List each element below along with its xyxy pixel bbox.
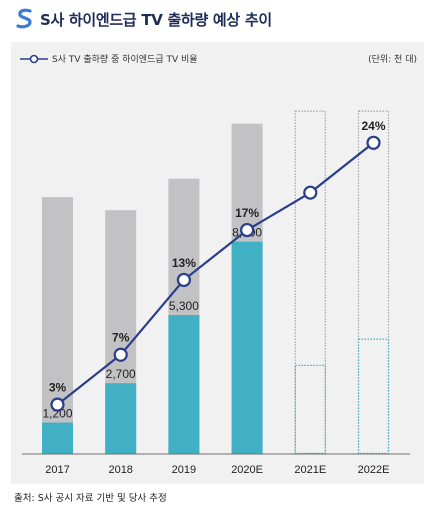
ratio-point xyxy=(113,347,128,362)
x-tick-label: 2021E xyxy=(294,464,326,476)
ratio-point xyxy=(240,222,255,238)
x-tick-label: 2020E xyxy=(231,464,263,476)
highend-value-label: 1,200 xyxy=(42,407,72,421)
highend-bar xyxy=(231,241,263,454)
total-bar-forecast xyxy=(294,110,326,455)
ratio-point xyxy=(176,272,191,288)
highend-bar xyxy=(42,422,73,454)
ratio-label: 24% xyxy=(361,119,385,133)
highend-bar xyxy=(105,383,137,454)
x-tick-label: 2022E xyxy=(358,464,390,476)
ratio-label: 7% xyxy=(112,331,130,345)
ratio-label: 3% xyxy=(49,381,67,395)
ratio-label: 13% xyxy=(172,256,196,270)
chart-title: S사 하이엔드급 TV 출하량 예상 추이 xyxy=(40,10,272,29)
ratio-point xyxy=(303,185,318,200)
ratio-line xyxy=(56,141,375,406)
highend-bar xyxy=(168,315,200,454)
ratio-point xyxy=(366,135,381,150)
total-bar-forecast xyxy=(357,110,390,455)
x-tick-label: 2018 xyxy=(108,464,132,476)
ratio-point xyxy=(50,397,65,412)
title-row: S사 하이엔드급 TV 출하량 예상 추이 xyxy=(14,6,272,32)
unit-label: (단위: 천 대) xyxy=(368,55,417,65)
highend-value-label: 2,700 xyxy=(106,367,136,381)
chart-panel xyxy=(11,42,424,484)
legend-line-marker-icon xyxy=(20,54,48,63)
x-tick-label: 2019 xyxy=(172,464,196,476)
ratio-label: 17% xyxy=(235,206,259,220)
highend-bar-forecast xyxy=(357,338,390,455)
highend-value-label: 5,300 xyxy=(169,299,199,313)
legend-label: S사 TV 출하량 중 하이엔드급 TV 비율 xyxy=(52,55,198,65)
x-tick-label: 2017 xyxy=(45,464,69,476)
logo-icon xyxy=(16,8,32,29)
highend-bar-forecast xyxy=(294,364,326,455)
source-note: 출처: S사 공시 자료 기반 및 당사 추정 xyxy=(14,493,167,504)
legend: S사 TV 출하량 중 하이엔드급 TV 비율 xyxy=(20,52,198,65)
